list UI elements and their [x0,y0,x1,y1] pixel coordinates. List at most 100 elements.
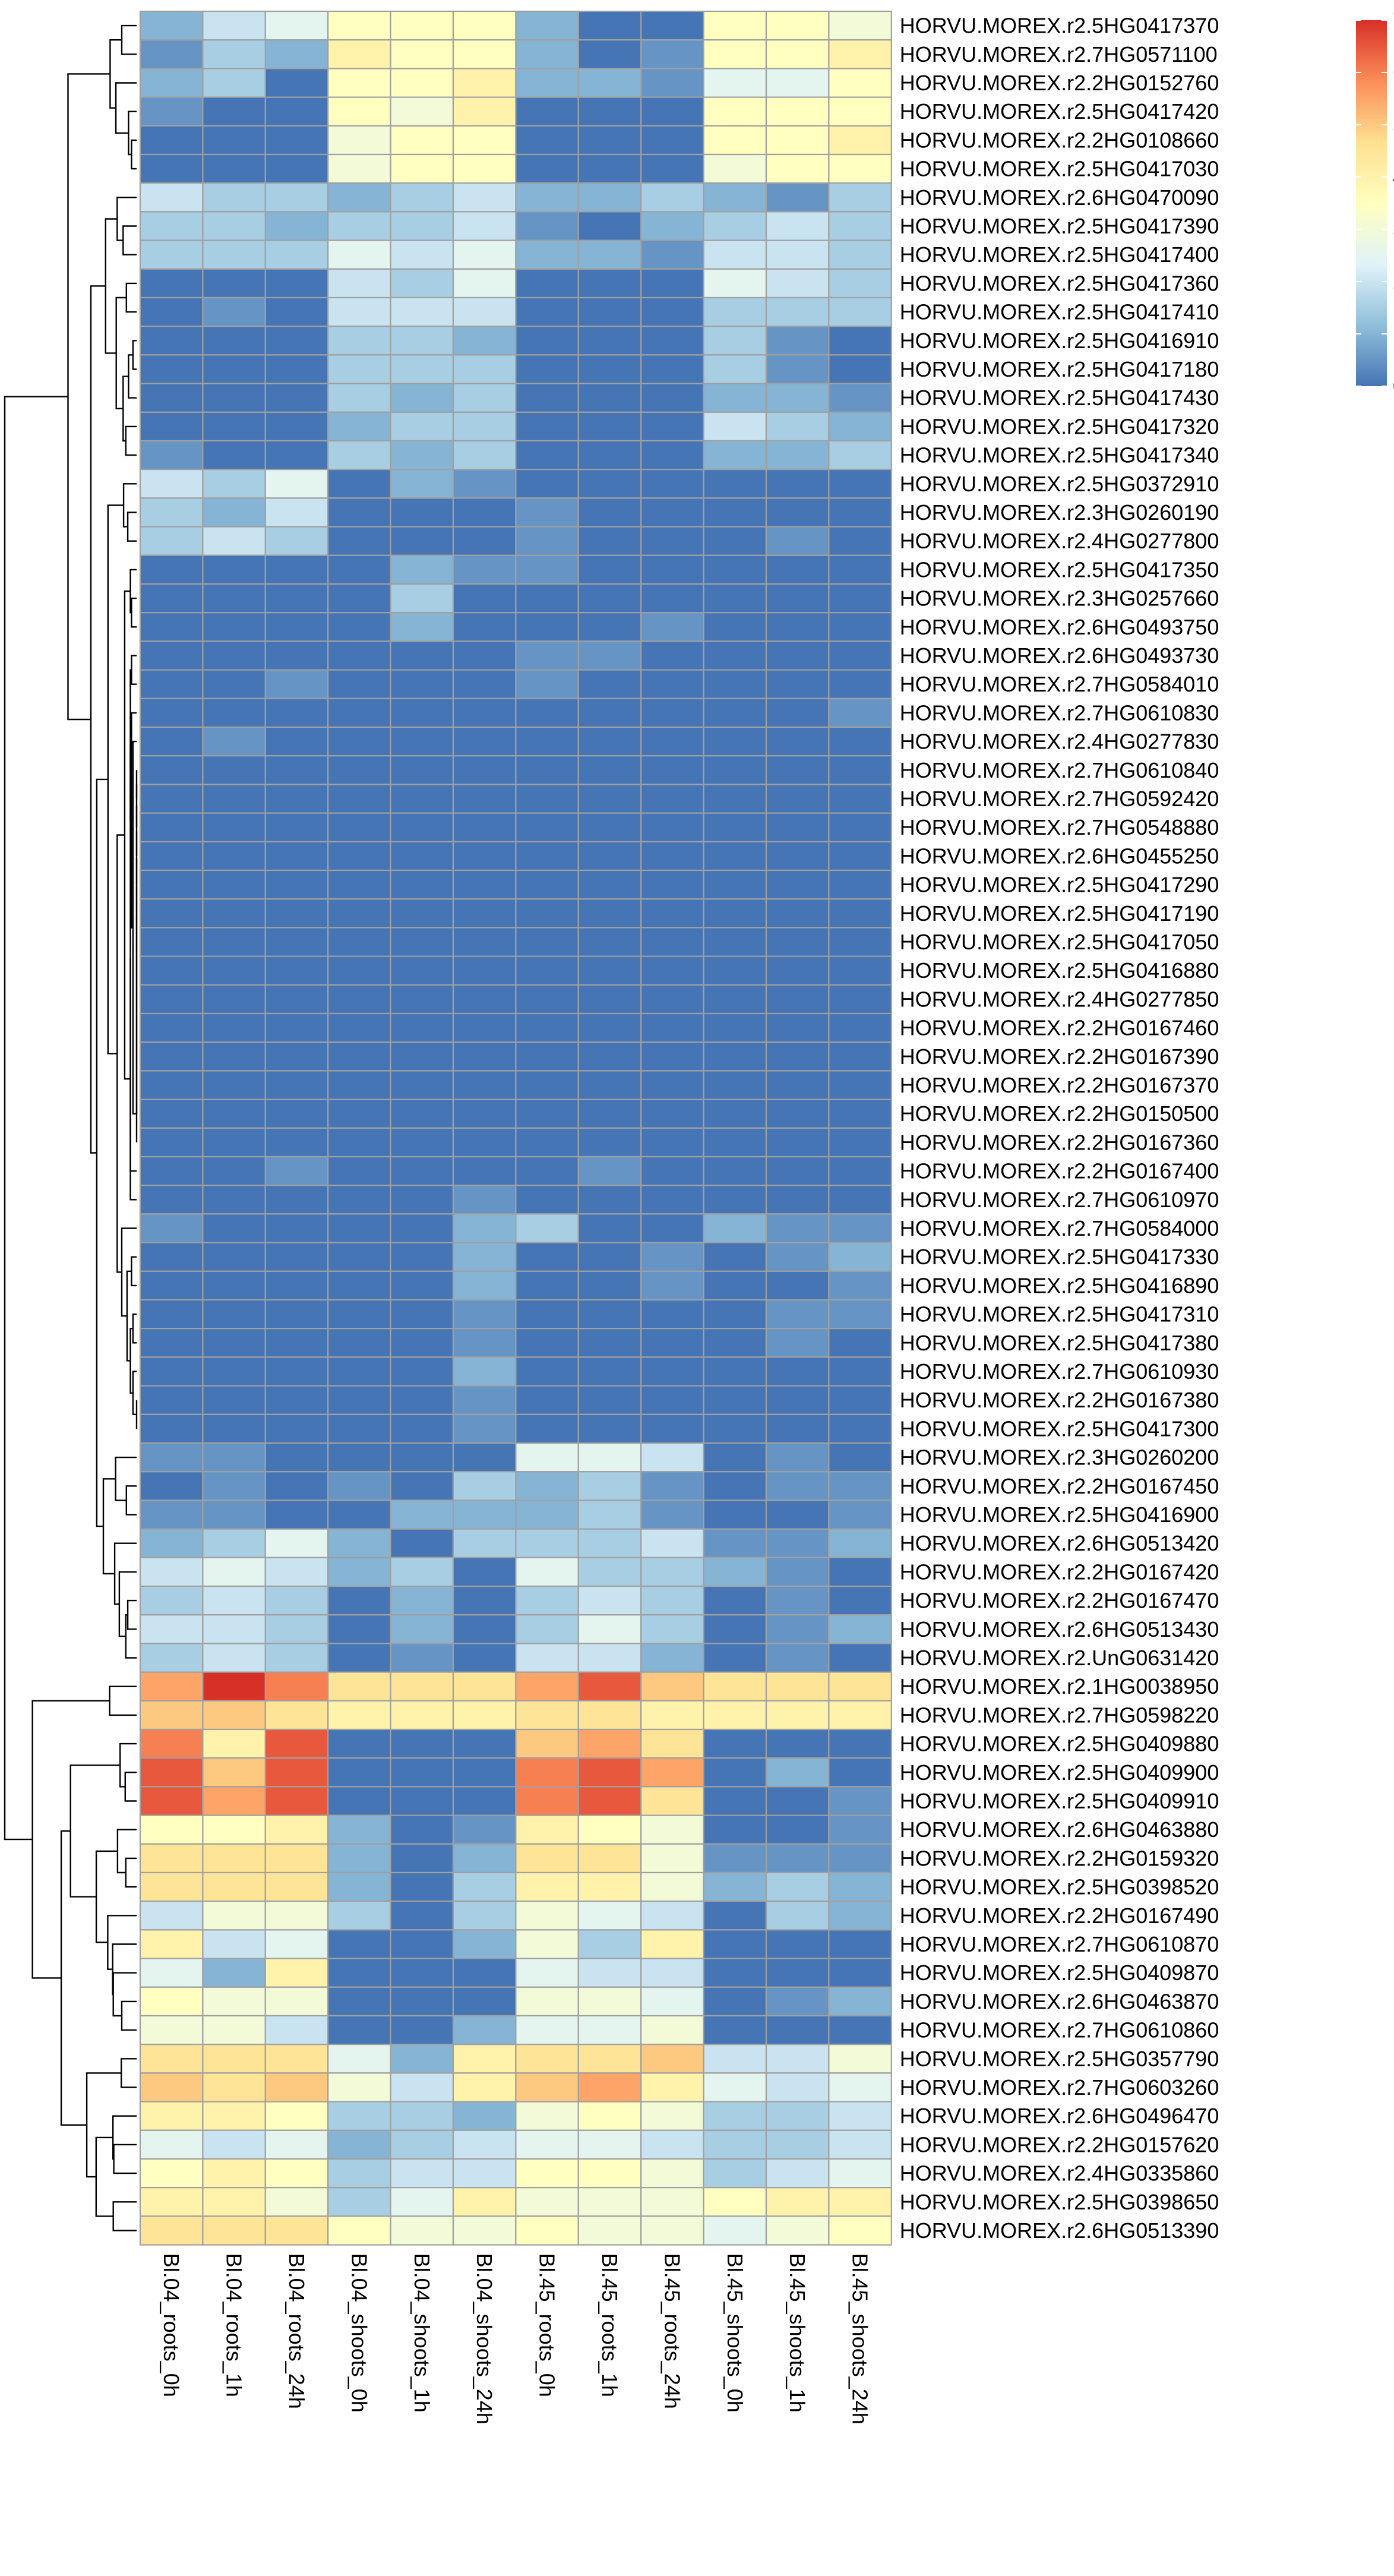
heatmap-cell [202,2044,266,2074]
heatmap-cell [515,984,579,1015]
heatmap-cell [327,1643,391,1673]
heatmap-cell [327,554,391,585]
row-label: HORVU.MOREX.r2.6HG0470090 [900,185,1219,210]
heatmap-cell [264,927,329,957]
heatmap-cell [577,2015,642,2045]
heatmap-cell [640,1442,704,1473]
heatmap-cell [327,1328,391,1358]
heatmap-cell [139,153,204,184]
heatmap-cell [264,153,329,184]
heatmap-cell [765,1814,830,1845]
heatmap-cell [452,697,517,728]
heatmap-cell [264,1471,329,1501]
heatmap-cell [703,1614,767,1644]
heatmap-cell [515,1185,579,1215]
heatmap-cell [202,1757,266,1788]
heatmap-cell [703,211,767,241]
heatmap-cell [765,326,830,356]
heatmap-cell [515,39,579,70]
heatmap-cell [452,1299,517,1330]
heatmap-cell [640,1012,704,1043]
heatmap-cell [452,526,517,556]
heatmap-cell [390,296,454,327]
heatmap-cell [828,1671,892,1701]
heatmap-cell [828,1012,892,1043]
heatmap-cell [765,1328,830,1358]
row-label: HORVU.MOREX.r2.5HG0417300 [900,1416,1219,1441]
heatmap-cell [828,1442,892,1473]
dendrogram-branch [121,2058,137,2088]
heatmap-cell [327,1385,391,1415]
heatmap-cell [828,2072,892,2103]
heatmap-cell [703,1499,767,1530]
heatmap-cell [577,1242,642,1272]
heatmap-cell [452,2158,517,2189]
dendrogram-branch [102,1478,116,1575]
heatmap-cell [452,1614,517,1644]
heatmap-cell [452,326,517,356]
heatmap-cell [765,1614,830,1644]
heatmap-cell [452,1413,517,1444]
heatmap-cell [202,383,266,413]
heatmap-cell [828,1127,892,1158]
heatmap-cell [264,2072,329,2103]
heatmap-cell [765,411,830,442]
row-label: HORVU.MOREX.r2.7HG0610840 [900,758,1219,782]
row-label: HORVU.MOREX.r2.2HG0152760 [900,71,1219,95]
heatmap-cell [703,1356,767,1387]
row-label: HORVU.MOREX.r2.5HG0417380 [900,1331,1219,1355]
heatmap-cell [703,1070,767,1100]
heatmap-cell [828,354,892,384]
dendrogram-branch [131,597,137,628]
row-label: HORVU.MOREX.r2.5HG0417350 [900,557,1219,582]
row-dendrogram [4,24,138,2231]
heatmap-cell [264,1098,329,1129]
heatmap-cell [390,1786,454,1816]
heatmap-cell [515,2015,579,2045]
heatmap-cell [577,812,642,842]
heatmap-cell [390,354,454,384]
heatmap-cell [390,1986,454,2017]
heatmap-cell [765,927,830,957]
heatmap-cell [640,955,704,986]
heatmap-cell [765,153,830,184]
heatmap-cell [202,1986,266,2017]
heatmap-cell [452,612,517,642]
heatmap-cell [577,640,642,671]
heatmap-cell [452,440,517,471]
heatmap-cell [640,984,704,1015]
heatmap-cell [202,1385,266,1415]
heatmap-cell [452,296,517,327]
heatmap-cell [640,10,704,41]
heatmap-cell [515,1127,579,1158]
heatmap-cell [577,2129,642,2160]
heatmap-cell [327,1185,391,1215]
heatmap-cell [828,927,892,957]
heatmap-cell [577,1757,642,1788]
legend-tick-label: 5 [1393,113,1394,137]
heatmap-cell [264,1041,329,1072]
heatmap-cell [264,1614,329,1644]
heatmap-cell [640,2215,704,2246]
heatmap-cell [264,39,329,70]
heatmap-cell [452,1700,517,1731]
heatmap-cell [703,869,767,900]
legend-color-bar [1356,20,1387,386]
heatmap-cell [765,1786,830,1816]
heatmap-cell [703,669,767,699]
dendrogram-branch [115,82,137,134]
heatmap-cell [828,211,892,241]
heatmap-cell [515,440,579,471]
heatmap-cell [452,239,517,270]
heatmap-cell [577,784,642,814]
heatmap-cell [828,1156,892,1186]
heatmap-cell [390,1585,454,1616]
heatmap-cell [202,869,266,900]
heatmap-cell [640,1213,704,1243]
heatmap-cell [703,1270,767,1301]
heatmap-cell [828,1814,892,1845]
legend-tick-label: 2 [1393,270,1394,294]
dendrogram-branch [122,375,129,442]
heatmap-cell [139,1070,204,1100]
heatmap-cell [202,1356,266,1387]
